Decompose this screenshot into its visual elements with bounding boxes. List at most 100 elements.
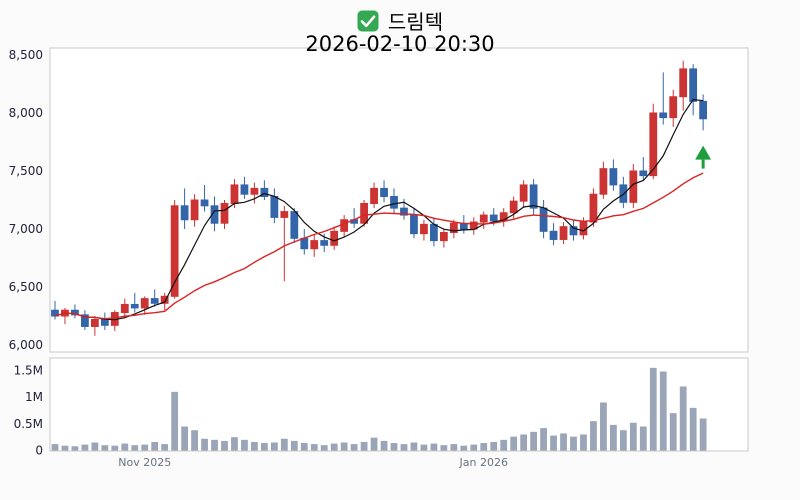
candle-body <box>539 207 548 232</box>
ma20-line <box>54 172 704 320</box>
volume-bar <box>629 422 637 451</box>
volume-bar <box>410 442 418 451</box>
volume-bar <box>560 433 567 451</box>
candle-body <box>439 231 448 242</box>
candle-body <box>130 303 139 309</box>
volume-bar <box>390 443 398 451</box>
candle-body <box>370 187 378 204</box>
volume-bar <box>520 434 528 451</box>
candle-body <box>270 196 279 218</box>
volume-bar <box>580 434 587 451</box>
volume-bar <box>570 436 577 451</box>
volume-bar <box>480 443 488 451</box>
volume-bar <box>191 430 198 451</box>
volume-bar <box>470 444 478 451</box>
volume-bar <box>380 440 388 451</box>
candle-body <box>569 226 578 236</box>
candle-body <box>180 205 189 221</box>
candle-body <box>449 222 458 233</box>
volume-bar <box>131 445 139 451</box>
price-tick-label: 8,000 <box>9 106 43 120</box>
volume-bar <box>430 443 438 451</box>
price-tick-label: 6,000 <box>9 338 43 352</box>
candle-body <box>210 205 219 224</box>
candle-body <box>589 193 598 223</box>
price-tick-label: 7,000 <box>9 222 43 236</box>
volume-bar <box>600 402 607 451</box>
candle-body <box>160 295 169 304</box>
volume-bar <box>221 440 228 451</box>
volume-bar <box>330 443 338 451</box>
volume-bar <box>270 442 278 451</box>
candle-body <box>320 240 329 246</box>
volume-bar <box>320 445 328 451</box>
candle-body <box>629 170 638 203</box>
volume-bar <box>400 444 408 451</box>
symbol-name: 드림텍 <box>387 10 444 34</box>
candle-body <box>200 199 209 207</box>
volume-bar <box>151 441 159 451</box>
candle-body <box>599 168 608 195</box>
volume-bar <box>460 445 468 451</box>
candle-body <box>340 219 349 232</box>
volume-bar <box>639 426 647 451</box>
volume-bar <box>360 441 368 451</box>
candle-body <box>649 112 658 177</box>
volume-bar <box>340 442 348 451</box>
candle-body <box>689 68 698 102</box>
volume-bar <box>420 444 428 451</box>
buy-marker-stem <box>701 159 705 169</box>
volume-bar <box>679 386 687 451</box>
volume-tick-label: 1M <box>25 390 43 404</box>
candle-body <box>240 184 249 195</box>
candle-body <box>509 200 518 214</box>
candle-body <box>150 298 159 304</box>
volume-bar <box>350 444 358 451</box>
volume-bar <box>181 426 189 451</box>
candle-body <box>609 168 618 186</box>
volume-bar <box>500 439 508 451</box>
price-tick-label: 8,500 <box>9 48 43 62</box>
candle-body <box>400 207 408 216</box>
candle-body <box>559 226 568 240</box>
candle-body <box>140 298 149 309</box>
candle-body <box>230 184 239 204</box>
candle-body <box>280 211 289 218</box>
volume-bar <box>81 444 89 451</box>
volume-bar <box>171 391 179 451</box>
candle-body <box>489 214 498 222</box>
candle-body <box>330 230 339 246</box>
candle-body <box>290 211 299 239</box>
volume-bar <box>669 413 677 451</box>
candle-body <box>390 196 398 209</box>
volume-bar <box>310 444 318 451</box>
volume-bar <box>619 430 627 451</box>
volume-bar <box>649 367 657 451</box>
candle-body <box>410 214 418 235</box>
month-label: Nov 2025 <box>118 456 171 469</box>
volume-bar <box>111 445 119 451</box>
volume-bar <box>440 445 448 451</box>
volume-bar <box>141 444 149 451</box>
volume-bar <box>211 439 218 451</box>
volume-bar <box>91 442 99 451</box>
price-tick-label: 7,500 <box>9 164 43 178</box>
volume-tick-label: 0.5M <box>14 417 43 431</box>
candle-body <box>120 303 129 314</box>
volume-bar <box>550 435 557 451</box>
volume-bar <box>121 443 129 451</box>
candle-body <box>100 319 109 326</box>
volume-bar <box>689 407 697 451</box>
ma5-line <box>54 98 704 321</box>
volume-bar <box>71 446 79 451</box>
candle-body <box>479 214 488 223</box>
volume-bar <box>51 444 59 451</box>
volume-bar <box>260 443 268 451</box>
candle-body <box>170 205 179 297</box>
candle-body <box>699 100 708 120</box>
candle-body <box>639 170 648 177</box>
candle-body <box>380 187 388 198</box>
volume-bar <box>540 428 547 451</box>
candle-body <box>659 112 668 119</box>
